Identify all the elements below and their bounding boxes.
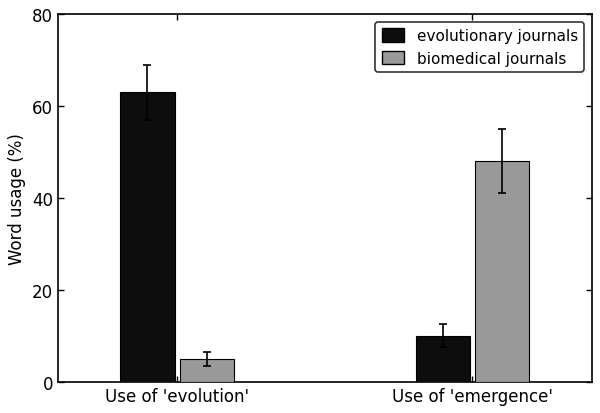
Bar bbox=[475, 162, 529, 382]
Y-axis label: Word usage (%): Word usage (%) bbox=[8, 133, 26, 264]
Bar bbox=[179, 359, 233, 382]
Bar bbox=[416, 336, 470, 382]
Bar bbox=[121, 93, 175, 382]
Legend: evolutionary journals, biomedical journals: evolutionary journals, biomedical journa… bbox=[376, 23, 584, 73]
